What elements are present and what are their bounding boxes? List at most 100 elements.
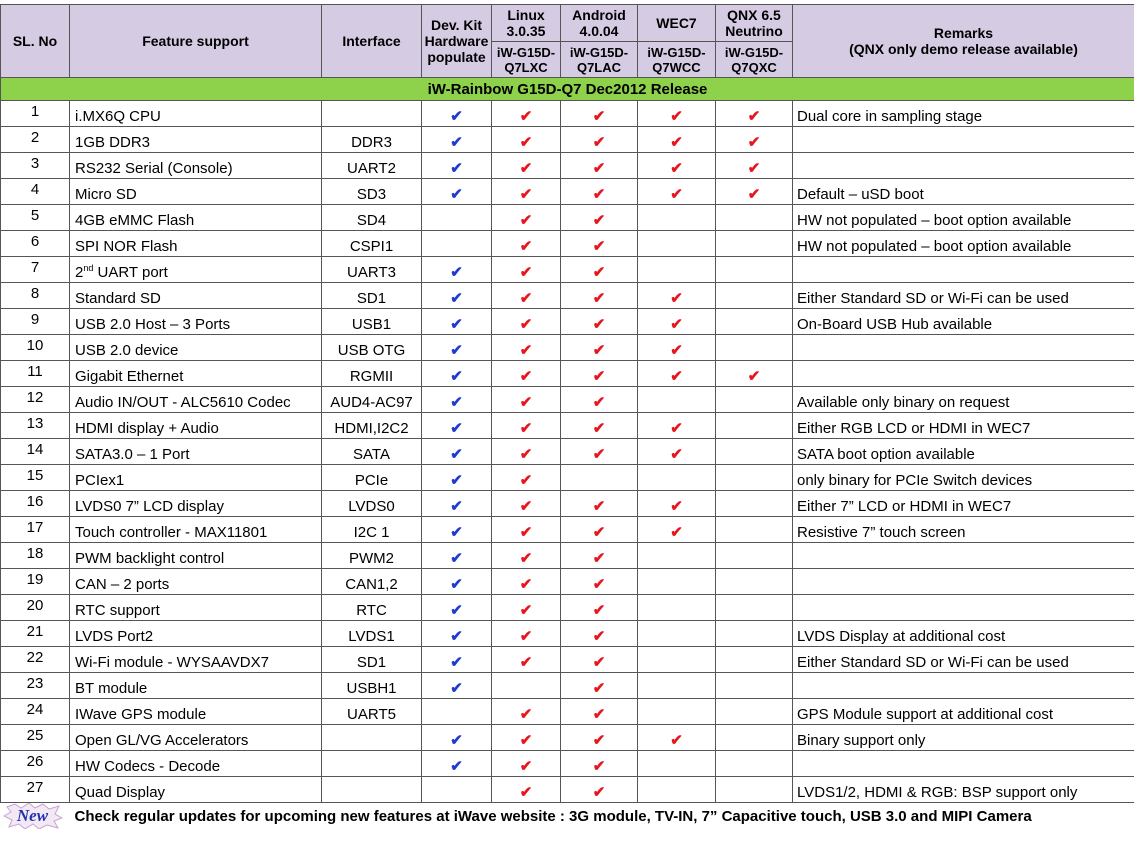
- wec7-support-cell: ✔: [637, 152, 716, 179]
- red-check-icon: ✔: [592, 784, 606, 801]
- row-number: 12: [0, 386, 70, 413]
- red-check-icon: ✔: [519, 290, 533, 307]
- table-row: 2 1GB DDR3 DDR3 ✔ ✔ ✔ ✔ ✔: [0, 126, 1134, 153]
- blue-check-icon: ✔: [450, 602, 463, 619]
- devkit-support-cell: ✔: [421, 724, 492, 751]
- linux-support-cell: ✔: [491, 698, 561, 725]
- row-number: 15: [0, 464, 70, 491]
- blue-check-icon: ✔: [450, 108, 463, 125]
- android-support-cell: ✔: [560, 594, 638, 621]
- android-support-cell: ✔: [560, 386, 638, 413]
- interface-name: HDMI,I2C2: [321, 412, 422, 439]
- blue-check-icon: ✔: [450, 420, 463, 437]
- wec7-support-cell: [637, 594, 716, 621]
- devkit-support-cell: ✔: [421, 516, 492, 543]
- red-check-icon: ✔: [519, 628, 533, 645]
- qnx-support-cell: [715, 256, 793, 283]
- interface-name: UART3: [321, 256, 422, 283]
- android-support-cell: ✔: [560, 230, 638, 257]
- row-number: 17: [0, 516, 70, 543]
- header-interface: Interface: [321, 4, 422, 78]
- feature-rows: 1 i.MX6Q CPU ✔ ✔ ✔ ✔ ✔ Dual core in sampling st…: [0, 100, 1134, 803]
- remarks-text: GPS Module support at additional cost: [792, 698, 1134, 725]
- header-linux-part-line1: iW-G15D-: [496, 44, 556, 60]
- blue-check-icon: ✔: [450, 134, 463, 151]
- red-check-icon: ✔: [519, 108, 533, 125]
- qnx-support-cell: [715, 516, 793, 543]
- blue-check-icon: ✔: [450, 186, 463, 203]
- remarks-text: [792, 568, 1134, 595]
- remarks-text: [792, 360, 1134, 387]
- wec7-support-cell: ✔: [637, 438, 716, 465]
- linux-support-cell: ✔: [491, 568, 561, 595]
- red-check-icon: ✔: [592, 290, 606, 307]
- qnx-support-cell: [715, 776, 793, 803]
- row-number: 25: [0, 724, 70, 751]
- header-devkit-line3: populate: [427, 49, 486, 65]
- header-android-line2: 4.0.04: [579, 23, 619, 39]
- red-check-icon: ✔: [592, 602, 606, 619]
- android-support-cell: ✔: [560, 178, 638, 205]
- feature-name: Quad Display: [69, 776, 322, 803]
- red-check-icon: ✔: [592, 706, 606, 723]
- red-check-icon: ✔: [519, 550, 533, 567]
- feature-name: USB 2.0 device: [69, 334, 322, 361]
- red-check-icon: ✔: [670, 186, 683, 203]
- android-support-cell: [560, 464, 638, 491]
- devkit-support-cell: ✔: [421, 152, 492, 179]
- row-number: 21: [0, 620, 70, 647]
- red-check-icon: ✔: [519, 160, 533, 177]
- blue-check-icon: ✔: [450, 758, 463, 775]
- red-check-icon: ✔: [592, 134, 606, 151]
- interface-name: [321, 776, 422, 803]
- red-check-icon: ✔: [592, 654, 606, 671]
- header-wec7-part-line1: iW-G15D-: [647, 44, 706, 60]
- blue-check-icon: ✔: [450, 524, 463, 541]
- android-support-cell: ✔: [560, 542, 638, 569]
- devkit-support-cell: [421, 230, 492, 257]
- red-check-icon: ✔: [519, 420, 533, 437]
- table-row: 21 LVDS Port2 LVDS1 ✔ ✔ ✔ LVDS Display at addi…: [0, 620, 1134, 647]
- remarks-text: Either Standard SD or Wi-Fi can be used: [792, 282, 1134, 309]
- table-header: SL. No Feature support Interface Dev. Ki…: [0, 4, 1134, 78]
- red-check-icon: ✔: [519, 472, 533, 489]
- red-check-icon: ✔: [519, 654, 533, 671]
- linux-support-cell: ✔: [491, 126, 561, 153]
- red-check-icon: ✔: [592, 342, 606, 359]
- qnx-support-cell: [715, 620, 793, 647]
- header-qnx-line1: QNX 6.5: [727, 7, 781, 23]
- table-row: 7 2nd UART port UART3 ✔ ✔ ✔: [0, 256, 1134, 283]
- linux-support-cell: ✔: [491, 308, 561, 335]
- header-qnx: QNX 6.5 Neutrino: [715, 4, 793, 42]
- red-check-icon: ✔: [592, 212, 606, 229]
- wec7-support-cell: [637, 672, 716, 699]
- remarks-text: Binary support only: [792, 724, 1134, 751]
- header-qnx-line2: Neutrino: [725, 23, 783, 39]
- row-number: 4: [0, 178, 70, 205]
- remarks-text: [792, 750, 1134, 777]
- android-support-cell: ✔: [560, 152, 638, 179]
- interface-name: USB OTG: [321, 334, 422, 361]
- qnx-support-cell: [715, 308, 793, 335]
- linux-support-cell: ✔: [491, 204, 561, 231]
- table-row: 9 USB 2.0 Host – 3 Ports USB1 ✔ ✔ ✔ ✔ On-Board …: [0, 308, 1134, 335]
- feature-name: RS232 Serial (Console): [69, 152, 322, 179]
- devkit-support-cell: ✔: [421, 334, 492, 361]
- linux-support-cell: ✔: [491, 282, 561, 309]
- red-check-icon: ✔: [519, 576, 533, 593]
- header-android-part-line1: iW-G15D-: [569, 44, 629, 60]
- android-support-cell: ✔: [560, 334, 638, 361]
- red-check-icon: ✔: [670, 342, 683, 359]
- qnx-support-cell: [715, 282, 793, 309]
- android-support-cell: ✔: [560, 204, 638, 231]
- android-support-cell: ✔: [560, 750, 638, 777]
- interface-name: [321, 750, 422, 777]
- row-number: 24: [0, 698, 70, 725]
- wec7-support-cell: [637, 646, 716, 673]
- blue-check-icon: ✔: [450, 290, 463, 307]
- table-row: 15 PCIex1 PCIe ✔ ✔ only binary for PCIe Switc…: [0, 464, 1134, 491]
- remarks-text: Resistive 7” touch screen: [792, 516, 1134, 543]
- android-support-cell: ✔: [560, 360, 638, 387]
- wec7-support-cell: ✔: [637, 282, 716, 309]
- new-badge-label: New: [16, 806, 49, 825]
